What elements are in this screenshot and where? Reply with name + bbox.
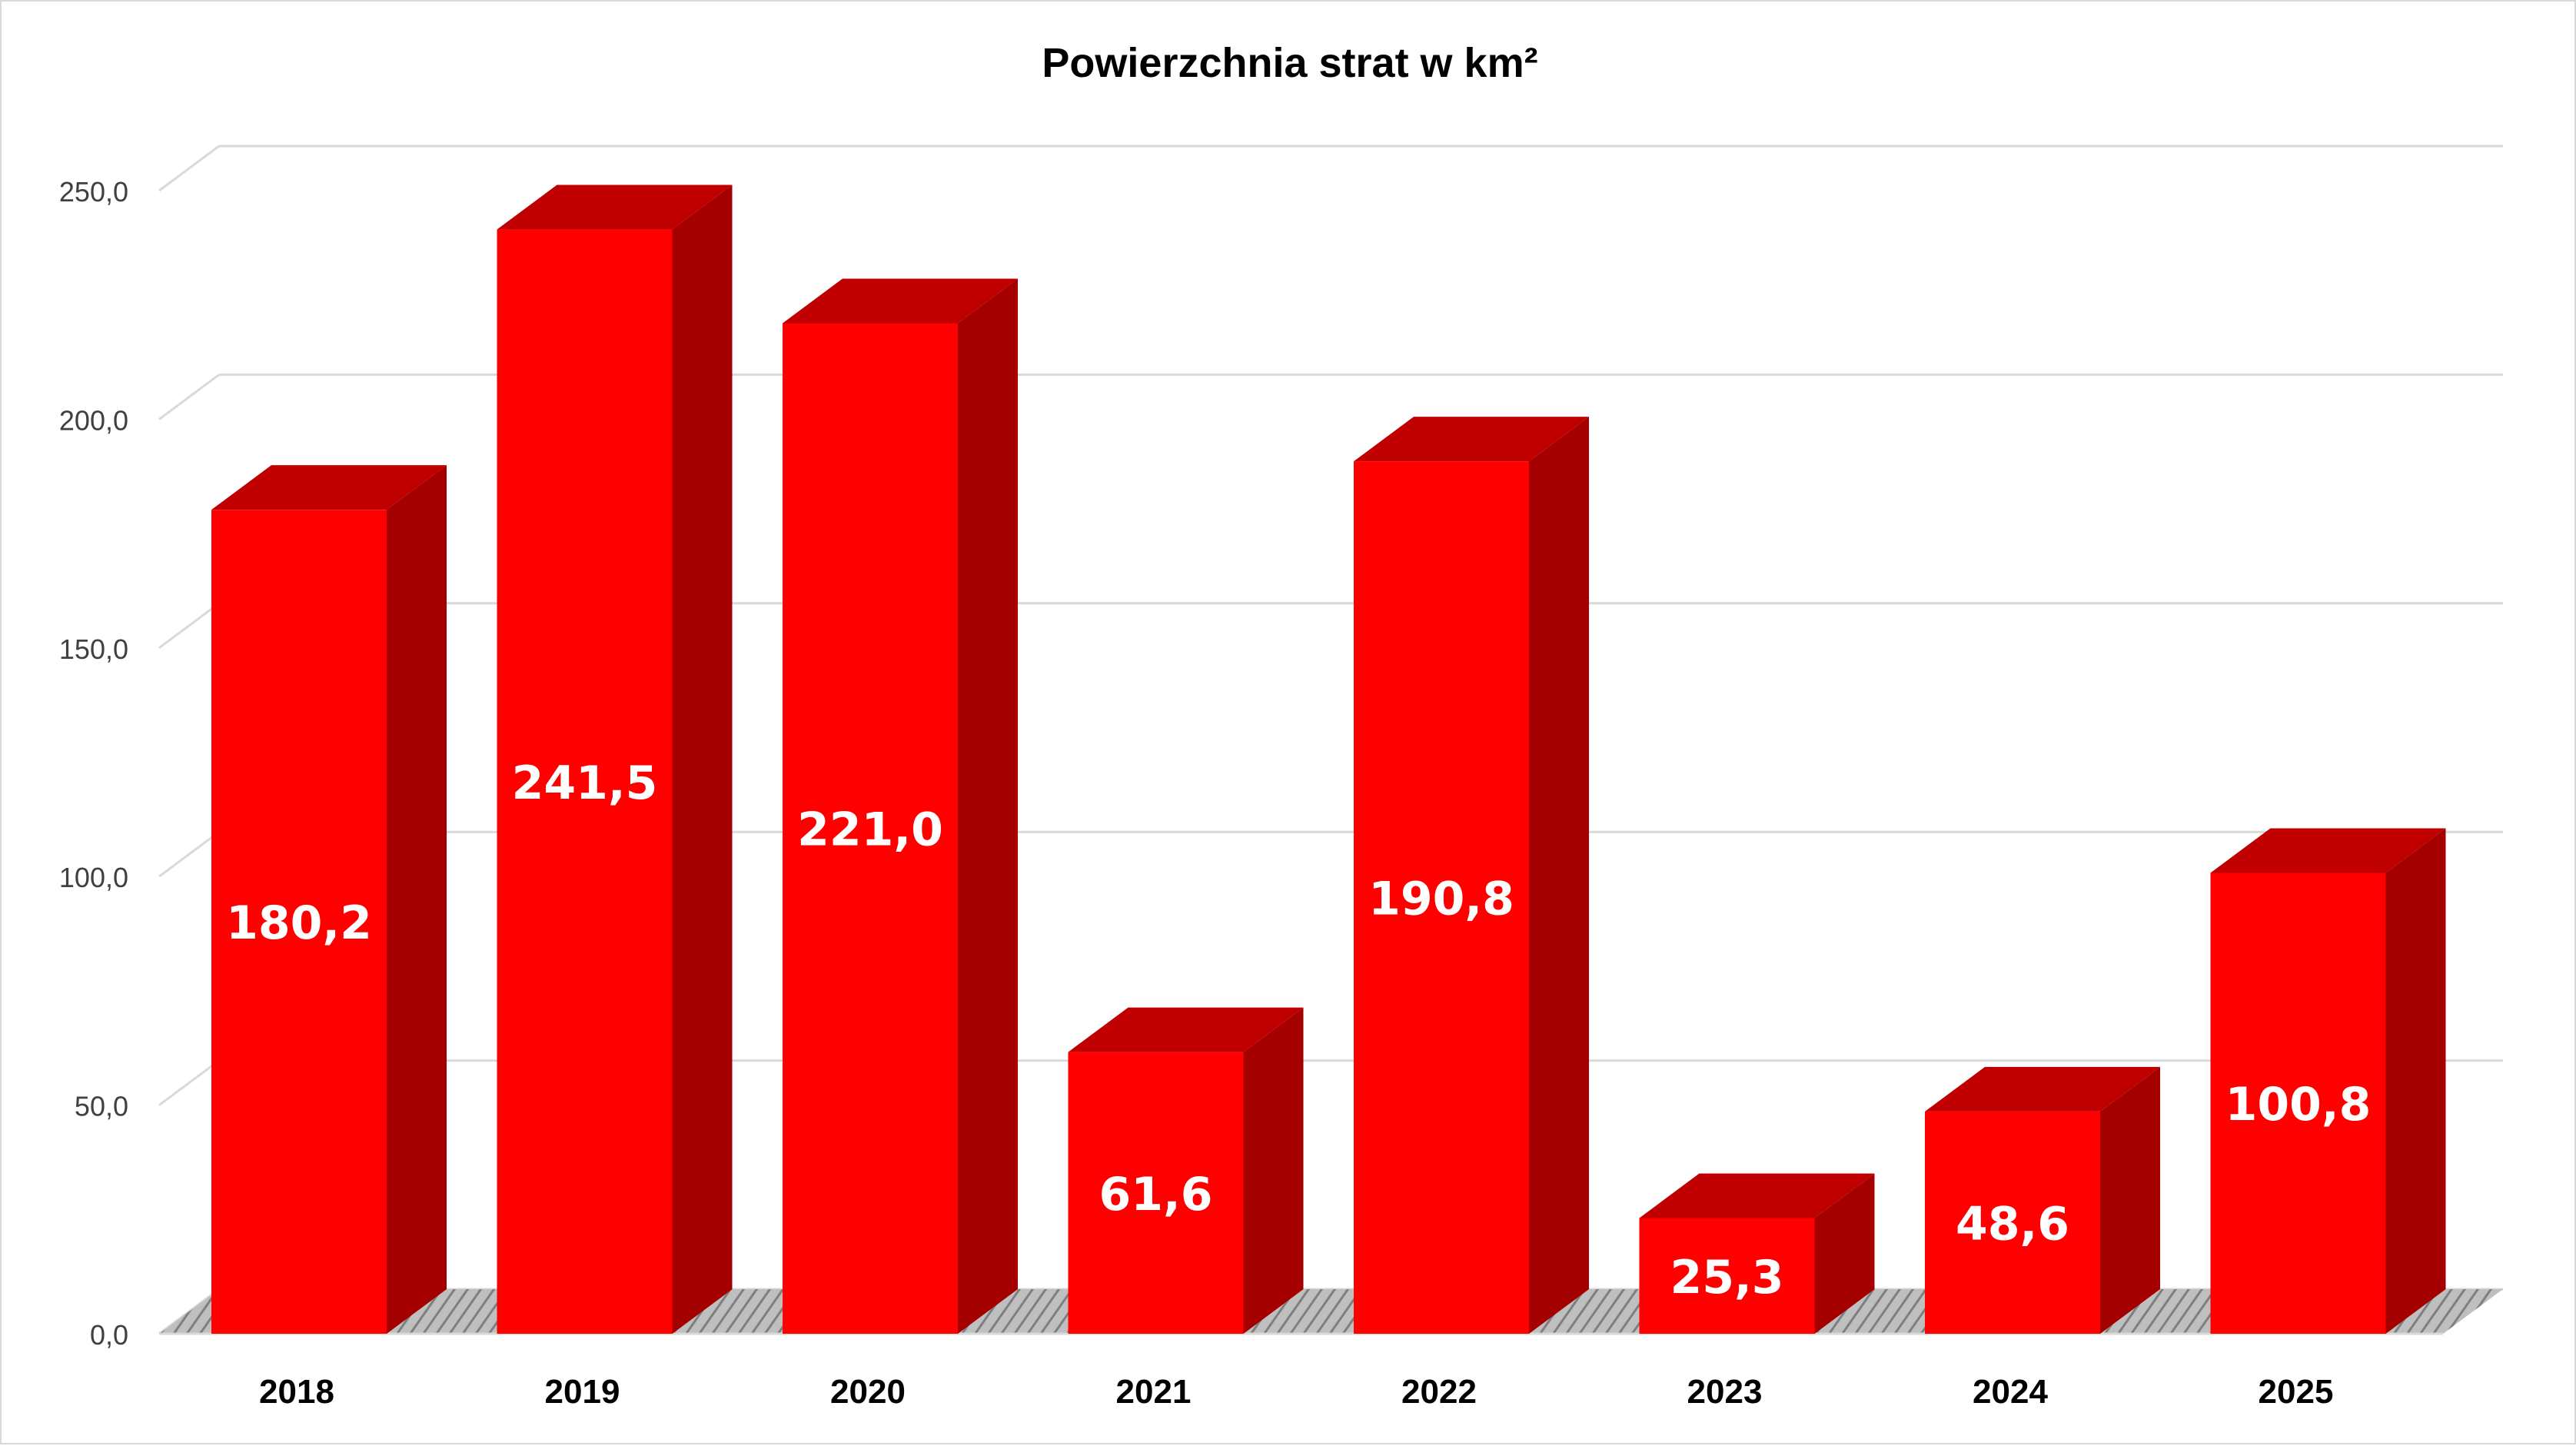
bar-side-face [2385,828,2446,1334]
y-tick-label: 150,0 [59,633,128,665]
bar-front-face [783,323,958,1335]
bar-2020 [783,278,1018,1335]
bar-front-face [497,229,673,1335]
bar-2022 [1354,417,1589,1334]
gridline-diagonal [158,1059,220,1106]
bar-2025 [2210,828,2446,1334]
y-tick-label: 100,0 [59,862,128,893]
x-tick-label: 2022 [1401,1373,1477,1411]
x-tick-label: 2018 [259,1373,334,1411]
x-tick-label: 2019 [545,1373,620,1411]
bar-2018 [211,465,447,1334]
bar-side-face [1529,417,1589,1334]
chart-floor [159,1289,2503,1334]
y-tick-label: 250,0 [59,176,128,208]
data-label: 100,8 [2225,1078,2372,1132]
bar-2021 [1068,1007,1304,1334]
y-tick-label: 50,0 [75,1091,128,1122]
x-tick-label: 2024 [1973,1373,2048,1411]
bar-top-face [211,465,447,510]
bar-side-face [672,184,733,1335]
data-label: 221,0 [797,803,943,857]
bar-side-face [2100,1066,2160,1334]
bar-2024 [1925,1066,2160,1334]
data-label: 180,2 [226,896,372,950]
bar-side-face [958,278,1018,1335]
bar-2019 [497,184,733,1335]
data-label: 241,5 [512,756,658,810]
bar-top-face [497,184,733,230]
bar-side-face [1243,1007,1304,1334]
x-tick-label: 2021 [1116,1373,1192,1411]
bar-top-face [1354,417,1589,462]
bar-top-face [1925,1066,2160,1112]
bar-top-face [2210,828,2446,873]
gridline-diagonal [158,145,220,192]
data-label: 48,6 [1956,1197,2069,1251]
gridline-diagonal [158,602,220,650]
bar-top-face [1068,1007,1304,1052]
bar-top-face [1639,1173,1875,1218]
x-tick-label: 2023 [1687,1373,1763,1411]
chart-title: Powierzchnia strat w km² [1042,40,1537,86]
data-label: 190,8 [1368,873,1514,926]
bar-2023 [1639,1173,1875,1334]
bar-side-face [387,465,447,1334]
bar-front-face [1639,1218,1815,1334]
bar-front-face [1354,461,1529,1334]
x-tick-label: 2020 [830,1373,906,1411]
y-tick-label: 0,0 [90,1319,128,1351]
data-label: 25,3 [1670,1251,1783,1305]
bar-front-face [211,510,387,1334]
bar-side-face [1814,1173,1875,1334]
data-label: 61,6 [1099,1168,1212,1222]
bar-front-face [2210,873,2386,1334]
x-tick-label: 2025 [2259,1373,2334,1411]
gridline-diagonal [158,830,220,878]
y-tick-label: 200,0 [59,404,128,436]
bar-top-face [783,278,1018,324]
bar-front-face [1925,1111,2100,1334]
gridline-diagonal [158,374,220,421]
bar-front-face [1068,1052,1244,1334]
